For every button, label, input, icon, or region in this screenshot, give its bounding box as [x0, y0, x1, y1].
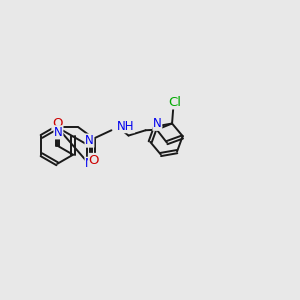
Text: O: O	[52, 117, 62, 130]
Text: N: N	[85, 134, 94, 147]
Text: N: N	[54, 126, 63, 139]
Text: NH: NH	[117, 120, 134, 133]
Text: N: N	[153, 117, 162, 130]
Text: Cl: Cl	[169, 96, 182, 109]
Text: O: O	[88, 154, 99, 166]
Text: N: N	[85, 157, 94, 170]
